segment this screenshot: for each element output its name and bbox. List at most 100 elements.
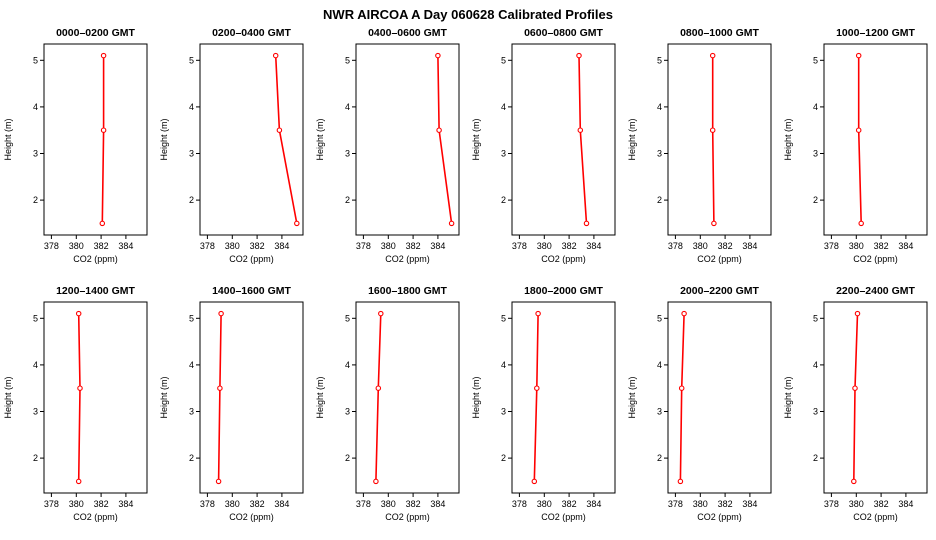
profile-line: [853, 313, 859, 482]
y-axis-label: Height (m): [627, 376, 637, 418]
data-point-marker: [75, 478, 82, 485]
plot-border: [355, 301, 460, 494]
data-point-marker: [535, 310, 541, 317]
x-tick-label: 382: [250, 499, 265, 509]
profile-line: [578, 55, 588, 224]
x-axis-label: CO2 (ppm): [385, 512, 430, 522]
panel-svg: 0600–0800 GMT 378 380 382 384 2 3 4 5 CO2 (ppm) He…: [471, 27, 616, 264]
x-tick-label: 378: [824, 499, 839, 509]
profile-panel: 0400–0600 GMT 378 380 382 384 2 3 4 5 CO2 (ppm) He…: [312, 24, 468, 282]
y-tick-label: 5: [345, 313, 350, 323]
x-tick-label: 378: [668, 241, 683, 251]
panel-svg: 1000–1200 GMT 378 380 382 384 2 3 4 5 CO2 (ppm) He…: [783, 27, 928, 264]
x-tick-label: 382: [406, 499, 421, 509]
x-axis-label: CO2 (ppm): [853, 254, 898, 264]
panel-svg: 1800–2000 GMT 378 380 382 384 2 3 4 5 CO2 (ppm) He…: [471, 285, 616, 522]
x-tick-label: 378: [668, 499, 683, 509]
x-tick-label: 384: [742, 499, 757, 509]
x-tick-label: 380: [693, 241, 708, 251]
x-tick-label: 380: [537, 241, 552, 251]
profile-line: [711, 55, 715, 224]
x-tick-label: 378: [824, 241, 839, 251]
y-tick-label: 2: [345, 453, 350, 463]
data-point-marker: [75, 310, 82, 317]
data-point-marker: [709, 52, 716, 59]
y-tick-label: 5: [813, 55, 818, 65]
profile-line: [679, 313, 685, 482]
data-point-marker: [448, 220, 455, 227]
x-tick-label: 384: [430, 499, 445, 509]
profile-line: [533, 313, 539, 482]
profile-line: [274, 55, 298, 224]
y-axis-label: Height (m): [3, 118, 13, 160]
panel-title: 2000–2200 GMT: [680, 285, 759, 297]
profile-line: [857, 55, 862, 224]
y-tick-label: 4: [345, 360, 350, 370]
x-axis-label: CO2 (ppm): [853, 512, 898, 522]
y-tick-label: 4: [345, 102, 350, 112]
x-axis-label: CO2 (ppm): [697, 512, 742, 522]
x-tick-label: 382: [874, 241, 889, 251]
x-tick-label: 378: [356, 241, 371, 251]
y-tick-label: 5: [189, 313, 194, 323]
x-tick-label: 382: [562, 499, 577, 509]
y-axis-label: Height (m): [159, 376, 169, 418]
x-tick-label: 382: [250, 241, 265, 251]
data-point-marker: [534, 385, 540, 391]
x-tick-label: 380: [849, 241, 864, 251]
panel-svg: 0000–0200 GMT 378 380 382 384 2 3 4 5 CO2 (ppm) He…: [3, 27, 148, 264]
x-tick-label: 380: [849, 499, 864, 509]
data-point-marker: [855, 52, 862, 59]
data-point-marker: [77, 385, 83, 391]
x-tick-label: 378: [356, 499, 371, 509]
plot-border: [511, 301, 616, 494]
y-tick-label: 3: [657, 149, 662, 159]
data-point-marker: [375, 385, 382, 391]
plot-border: [823, 301, 928, 494]
x-axis-label: CO2 (ppm): [229, 512, 274, 522]
x-axis-label: CO2 (ppm): [73, 254, 118, 264]
y-tick-label: 2: [657, 195, 662, 205]
data-point-marker: [294, 220, 300, 227]
x-axis-label: CO2 (ppm): [385, 254, 430, 264]
x-tick-label: 384: [118, 241, 133, 251]
x-tick-label: 382: [718, 499, 733, 509]
y-axis-label: Height (m): [315, 118, 325, 160]
data-point-marker: [854, 310, 861, 317]
panel-title: 1400–1600 GMT: [212, 285, 291, 297]
x-tick-label: 384: [274, 241, 289, 251]
data-point-marker: [435, 52, 441, 59]
panel-svg: 1400–1600 GMT 378 380 382 384 2 3 4 5 CO2 (ppm) He…: [159, 285, 304, 522]
x-tick-label: 384: [274, 499, 289, 509]
x-tick-label: 384: [742, 241, 757, 251]
y-tick-label: 2: [189, 195, 194, 205]
y-tick-label: 3: [813, 407, 818, 417]
panel-title: 1000–1200 GMT: [836, 27, 915, 39]
data-point-marker: [852, 385, 858, 391]
data-point-marker: [858, 220, 864, 227]
panel-title: 0600–0800 GMT: [524, 27, 603, 39]
y-tick-label: 4: [189, 360, 194, 370]
x-axis-label: CO2 (ppm): [541, 254, 586, 264]
y-tick-label: 3: [189, 149, 194, 159]
y-axis-label: Height (m): [783, 118, 793, 160]
y-axis-label: Height (m): [3, 376, 13, 418]
y-tick-label: 5: [345, 55, 350, 65]
plot-border: [199, 43, 304, 236]
x-tick-label: 382: [562, 241, 577, 251]
profile-line: [217, 313, 222, 482]
y-tick-label: 2: [501, 195, 506, 205]
profile-panel: 1600–1800 GMT 378 380 382 384 2 3 4 5 CO2 (ppm) He…: [312, 282, 468, 540]
panel-title: 1800–2000 GMT: [524, 285, 603, 297]
x-tick-label: 384: [586, 241, 601, 251]
y-tick-label: 3: [345, 407, 350, 417]
y-tick-label: 4: [813, 360, 818, 370]
profile-line: [437, 55, 453, 224]
y-tick-label: 4: [189, 102, 194, 112]
y-tick-label: 4: [33, 360, 38, 370]
x-tick-label: 384: [898, 499, 913, 509]
x-tick-label: 380: [69, 241, 84, 251]
data-point-marker: [99, 220, 106, 227]
y-axis-label: Height (m): [315, 376, 325, 418]
panel-title: 0800–1000 GMT: [680, 27, 759, 39]
